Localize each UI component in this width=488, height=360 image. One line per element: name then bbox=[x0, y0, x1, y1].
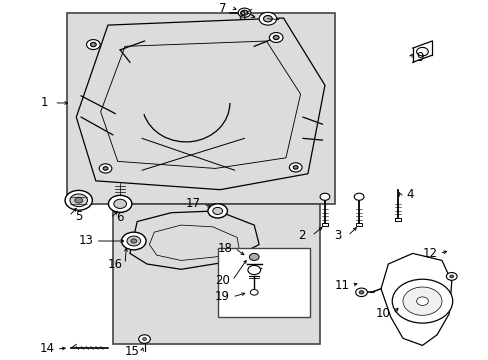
Text: 2: 2 bbox=[298, 229, 305, 242]
Text: 4: 4 bbox=[406, 189, 413, 202]
Circle shape bbox=[212, 207, 222, 215]
Bar bbox=[355, 223, 361, 226]
Circle shape bbox=[247, 265, 260, 275]
Circle shape bbox=[446, 273, 456, 280]
Circle shape bbox=[273, 35, 279, 40]
Circle shape bbox=[355, 288, 366, 297]
Circle shape bbox=[263, 15, 272, 22]
Circle shape bbox=[99, 164, 112, 173]
Circle shape bbox=[250, 289, 258, 295]
Bar bbox=[66, 13, 334, 204]
Circle shape bbox=[103, 167, 108, 170]
Text: 19: 19 bbox=[215, 291, 229, 303]
Circle shape bbox=[70, 194, 87, 207]
Circle shape bbox=[75, 198, 82, 203]
Bar bbox=[322, 223, 327, 226]
Text: 9: 9 bbox=[415, 51, 423, 64]
Text: 5: 5 bbox=[75, 210, 82, 223]
Text: 14: 14 bbox=[40, 342, 54, 355]
Text: 18: 18 bbox=[217, 242, 232, 255]
Circle shape bbox=[122, 232, 146, 250]
Circle shape bbox=[358, 291, 363, 294]
Circle shape bbox=[142, 338, 146, 341]
Text: 17: 17 bbox=[185, 197, 201, 210]
Circle shape bbox=[90, 42, 96, 47]
Text: 12: 12 bbox=[422, 247, 436, 260]
Circle shape bbox=[127, 236, 141, 246]
Circle shape bbox=[402, 287, 441, 315]
Circle shape bbox=[391, 279, 452, 323]
Circle shape bbox=[86, 40, 100, 50]
Circle shape bbox=[139, 335, 150, 343]
Circle shape bbox=[289, 163, 302, 172]
Text: 6: 6 bbox=[116, 211, 123, 225]
Circle shape bbox=[416, 297, 427, 305]
Circle shape bbox=[249, 253, 259, 261]
Circle shape bbox=[108, 195, 132, 212]
Text: 20: 20 bbox=[215, 274, 229, 287]
Text: 10: 10 bbox=[375, 307, 390, 320]
Circle shape bbox=[320, 193, 329, 200]
Text: 1: 1 bbox=[41, 96, 48, 109]
Circle shape bbox=[65, 190, 92, 210]
Text: 15: 15 bbox=[124, 345, 140, 358]
Circle shape bbox=[259, 12, 276, 25]
Circle shape bbox=[269, 32, 283, 42]
Text: 11: 11 bbox=[334, 279, 349, 292]
Text: 13: 13 bbox=[79, 234, 93, 247]
Bar bbox=[394, 218, 400, 221]
Circle shape bbox=[449, 275, 453, 278]
Bar bbox=[217, 248, 310, 317]
Circle shape bbox=[353, 193, 363, 200]
Bar bbox=[113, 204, 320, 344]
Circle shape bbox=[207, 204, 227, 218]
Text: 7: 7 bbox=[218, 1, 226, 15]
Text: 16: 16 bbox=[107, 257, 122, 270]
Text: 3: 3 bbox=[334, 229, 341, 242]
Circle shape bbox=[416, 48, 427, 56]
Circle shape bbox=[131, 239, 137, 243]
Circle shape bbox=[114, 199, 126, 208]
Circle shape bbox=[293, 166, 298, 169]
Circle shape bbox=[241, 10, 247, 15]
Text: 8: 8 bbox=[238, 10, 245, 23]
Circle shape bbox=[238, 8, 250, 17]
